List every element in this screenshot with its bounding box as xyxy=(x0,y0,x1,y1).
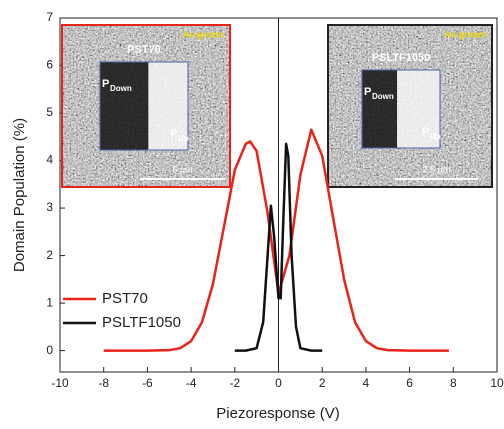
inset-border xyxy=(61,24,231,188)
x-tick-label: 8 xyxy=(450,376,457,390)
up-domain xyxy=(148,62,188,150)
scale-label: 2.5 µm xyxy=(423,164,451,174)
x-axis-label: Piezoresponse (V) xyxy=(216,405,339,422)
y-tick-label: 6 xyxy=(46,58,53,72)
inset-border xyxy=(327,24,493,188)
legend-label: PSLTF1050 xyxy=(102,314,181,331)
inset-title: PST70 xyxy=(127,44,161,56)
x-tick-label: 10 xyxy=(490,376,504,390)
series-line xyxy=(103,128,449,352)
down-label: P xyxy=(102,78,109,90)
y-tick-label: 0 xyxy=(46,343,53,357)
y-tick-label: 7 xyxy=(46,10,53,24)
inset-title: PSLTF1050 xyxy=(372,52,431,64)
x-tick-label: -6 xyxy=(142,376,153,390)
up-label: P xyxy=(422,126,429,138)
x-tick-label: -4 xyxy=(186,376,197,390)
down-sub: Down xyxy=(110,84,132,93)
up-label: P xyxy=(170,128,177,140)
down-label: P xyxy=(364,86,371,98)
y-tick-label: 3 xyxy=(46,200,53,214)
poled-square xyxy=(99,61,189,151)
scale-label: 5 µm xyxy=(172,164,192,174)
inset-tag: As-grown xyxy=(445,29,487,39)
y-tick-label: 1 xyxy=(46,295,53,309)
down-domain xyxy=(100,62,149,150)
down-domain xyxy=(362,70,398,148)
x-tick-label: -8 xyxy=(98,376,109,390)
x-tick-label: -10 xyxy=(51,376,69,390)
y-axis-label: Domain Population (%) xyxy=(11,118,28,272)
legend-label: PST70 xyxy=(102,290,148,307)
x-tick-label: -2 xyxy=(229,376,240,390)
inset-tag: As-grown xyxy=(183,29,225,39)
y-tick-label: 2 xyxy=(46,248,53,262)
up-sub: Up xyxy=(430,132,441,141)
down-sub: Down xyxy=(372,92,394,101)
series-line xyxy=(234,142,323,352)
up-domain xyxy=(397,70,440,148)
x-tick-label: 4 xyxy=(363,376,370,390)
x-tick-label: 0 xyxy=(275,376,282,390)
poled-square xyxy=(361,69,441,149)
x-tick-label: 6 xyxy=(406,376,413,390)
y-tick-label: 5 xyxy=(46,105,53,119)
up-sub: Up xyxy=(178,134,189,143)
y-tick-label: 4 xyxy=(46,153,53,167)
x-tick-label: 2 xyxy=(319,376,326,390)
